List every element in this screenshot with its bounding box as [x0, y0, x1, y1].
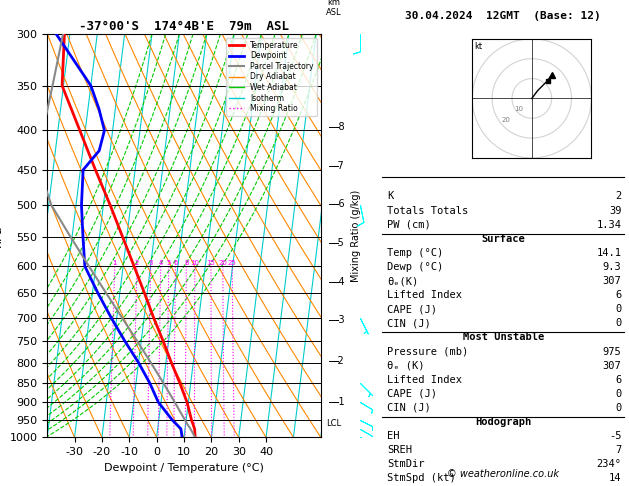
Text: 2: 2 [615, 191, 621, 202]
Text: 39: 39 [609, 206, 621, 216]
Text: -7: -7 [335, 161, 345, 171]
Text: LCL: LCL [326, 419, 342, 428]
Text: 8: 8 [184, 260, 189, 266]
Text: -5: -5 [335, 238, 345, 248]
Text: CAPE (J): CAPE (J) [387, 304, 437, 314]
Text: -5: -5 [609, 431, 621, 441]
Text: Lifted Index: Lifted Index [387, 375, 462, 385]
Text: 10: 10 [515, 106, 523, 112]
Text: 4: 4 [159, 260, 163, 266]
Text: 3: 3 [148, 260, 153, 266]
Text: Most Unstable: Most Unstable [462, 332, 544, 343]
Text: 6: 6 [173, 260, 178, 266]
Text: -2: -2 [335, 356, 345, 365]
Title: -37°00'S  174°4B'E  79m  ASL: -37°00'S 174°4B'E 79m ASL [79, 20, 289, 33]
Text: 5: 5 [167, 260, 171, 266]
Text: 30.04.2024  12GMT  (Base: 12): 30.04.2024 12GMT (Base: 12) [405, 11, 601, 21]
Text: Mixing Ratio (g/kg): Mixing Ratio (g/kg) [351, 190, 360, 282]
Text: 9.3: 9.3 [603, 262, 621, 272]
Text: CIN (J): CIN (J) [387, 318, 431, 329]
Text: 20: 20 [501, 117, 510, 123]
Text: PW (cm): PW (cm) [387, 220, 431, 230]
Text: θₑ (K): θₑ (K) [387, 361, 425, 371]
Text: Lifted Index: Lifted Index [387, 290, 462, 300]
Text: θₑ(K): θₑ(K) [387, 276, 419, 286]
Text: 0: 0 [615, 304, 621, 314]
Text: 2: 2 [135, 260, 139, 266]
Text: -8: -8 [335, 122, 345, 132]
Text: -3: -3 [335, 315, 345, 325]
Text: -6: -6 [335, 199, 345, 209]
Text: SREH: SREH [387, 445, 413, 455]
Text: 15: 15 [206, 260, 216, 266]
Text: Dewp (°C): Dewp (°C) [387, 262, 443, 272]
Text: -1: -1 [335, 397, 345, 407]
Text: 6: 6 [615, 290, 621, 300]
Text: 14.1: 14.1 [596, 248, 621, 258]
Text: 6: 6 [615, 375, 621, 385]
Text: 25: 25 [228, 260, 237, 266]
Text: Surface: Surface [481, 234, 525, 244]
Text: 234°: 234° [596, 459, 621, 469]
Text: 307: 307 [603, 361, 621, 371]
Text: 307: 307 [603, 276, 621, 286]
Text: 1.34: 1.34 [596, 220, 621, 230]
Text: 20: 20 [218, 260, 227, 266]
Legend: Temperature, Dewpoint, Parcel Trajectory, Dry Adiabat, Wet Adiabat, Isotherm, Mi: Temperature, Dewpoint, Parcel Trajectory… [226, 38, 317, 116]
X-axis label: Dewpoint / Temperature (°C): Dewpoint / Temperature (°C) [104, 463, 264, 473]
Text: CIN (J): CIN (J) [387, 403, 431, 413]
Text: km
ASL: km ASL [326, 0, 342, 17]
Text: 1: 1 [113, 260, 117, 266]
Text: kt: kt [474, 42, 482, 51]
Text: CAPE (J): CAPE (J) [387, 389, 437, 399]
Text: 0: 0 [615, 403, 621, 413]
Text: StmDir: StmDir [387, 459, 425, 469]
Text: Totals Totals: Totals Totals [387, 206, 469, 216]
Text: StmSpd (kt): StmSpd (kt) [387, 473, 456, 484]
Text: Temp (°C): Temp (°C) [387, 248, 443, 258]
Text: 0: 0 [615, 318, 621, 329]
Y-axis label: hPa: hPa [0, 225, 4, 247]
Text: 975: 975 [603, 347, 621, 357]
Text: Pressure (mb): Pressure (mb) [387, 347, 469, 357]
Text: K: K [387, 191, 394, 202]
Text: 7: 7 [615, 445, 621, 455]
Text: -4: -4 [335, 277, 345, 287]
Text: 10: 10 [191, 260, 199, 266]
Text: 0: 0 [615, 389, 621, 399]
Text: 14: 14 [609, 473, 621, 484]
Text: Hodograph: Hodograph [475, 417, 532, 427]
Text: EH: EH [387, 431, 400, 441]
Text: © weatheronline.co.uk: © weatheronline.co.uk [447, 469, 559, 479]
